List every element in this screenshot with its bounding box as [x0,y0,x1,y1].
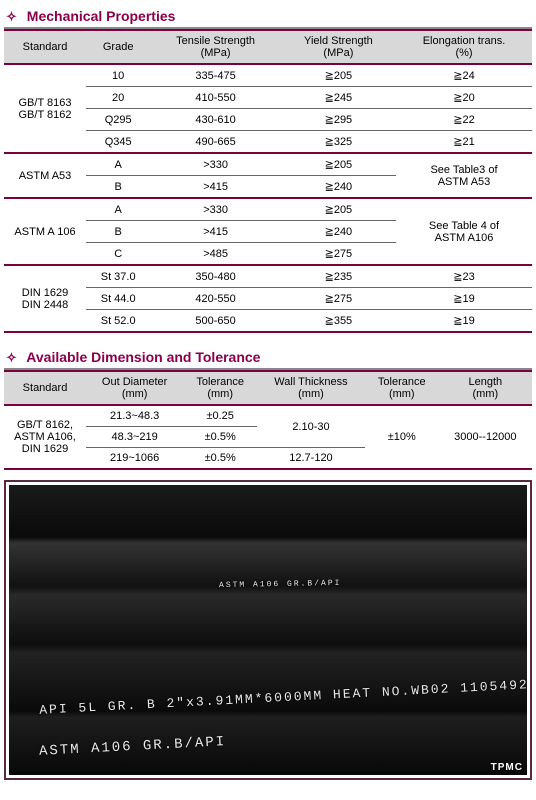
table-row: DIN 1629DIN 2448St 37.0350-480≧235≧23 [4,265,532,288]
cell-grade: Q295 [86,109,150,131]
cell-elongation: ≧22 [396,109,532,131]
col-standard: Standard [4,371,86,405]
cell-yield: ≧205 [281,153,396,176]
cell-grade: C [86,243,150,266]
cell-tensile: >415 [150,221,280,243]
section-title-text: Available Dimension and Tolerance [26,349,260,365]
cell-grade: Q345 [86,131,150,154]
cell-tensile: >415 [150,176,280,199]
cell-tensile: 350-480 [150,265,280,288]
cell-tensile: >485 [150,243,280,266]
cell-tolerance-od: ±0.5% [183,427,257,448]
cell-tensile: 500-650 [150,310,280,333]
pipe-marking-text: ASTM A106 GR.B/API [39,734,227,760]
cell-elongation: See Table3 ofASTM A53 [396,153,532,198]
cell-standard: GB/T 8163GB/T 8162 [4,64,86,153]
dimension-tolerance-table: Standard Out Diameter(mm) Tolerance(mm) … [4,370,532,470]
cell-tensile: >330 [150,153,280,176]
cell-grade: A [86,153,150,176]
cell-wall-thickness: 12.7-120 [257,448,365,470]
section-title-text: Mechanical Properties [27,8,176,24]
cell-tensile: 410-550 [150,87,280,109]
cell-yield: ≧275 [281,288,396,310]
cell-tolerance-od: ±0.25 [183,405,257,427]
cell-yield: ≧355 [281,310,396,333]
cell-tensile: 430-610 [150,109,280,131]
cell-yield: ≧295 [281,109,396,131]
cell-yield: ≧205 [281,64,396,87]
col-tensile: Tensile Strength(MPa) [150,30,280,64]
mechanical-properties-table: Standard Grade Tensile Strength(MPa) Yie… [4,29,532,333]
col-wall-thickness: Wall Thickness(mm) [257,371,365,405]
section-title-dimension: ✧ Available Dimension and Tolerance [4,345,532,370]
cell-tolerance-od: ±0.5% [183,448,257,470]
col-tolerance-od: Tolerance(mm) [183,371,257,405]
cell-yield: ≧245 [281,87,396,109]
diamond-icon: ✧ [6,9,17,25]
photo-watermark: TPMC [491,762,523,773]
cell-standard: ASTM A53 [4,153,86,198]
col-standard: Standard [4,30,86,64]
cell-grade: St 37.0 [86,265,150,288]
cell-grade: A [86,198,150,221]
table-row: GB/T 8162,ASTM A106,DIN 162921.3~48.3±0.… [4,405,532,427]
cell-grade: B [86,221,150,243]
section-title-mechanical: ✧ Mechanical Properties [4,4,532,29]
table-row: ASTM A 106A>330≧205See Table 4 ofASTM A1… [4,198,532,221]
product-photo: TPMC ASTM A106 GR.B/API API 5L GR. B 2"x3… [9,485,527,775]
product-photo-frame: TPMC ASTM A106 GR.B/API API 5L GR. B 2"x3… [4,480,532,780]
pipe-marking-text: ASTM A106 GR.B/API [219,579,342,590]
col-length: Length(mm) [439,371,532,405]
cell-yield: ≧275 [281,243,396,266]
col-out-diameter: Out Diameter(mm) [86,371,183,405]
cell-grade: B [86,176,150,199]
cell-yield: ≧240 [281,221,396,243]
cell-elongation: ≧19 [396,288,532,310]
cell-grade: St 52.0 [86,310,150,333]
cell-yield: ≧325 [281,131,396,154]
cell-tensile: 420-550 [150,288,280,310]
cell-tensile: >330 [150,198,280,221]
cell-length: 3000--12000 [439,405,532,469]
cell-elongation: ≧23 [396,265,532,288]
col-tolerance-wt: Tolerance(mm) [365,371,439,405]
cell-yield: ≧235 [281,265,396,288]
cell-elongation: ≧19 [396,310,532,333]
cell-elongation: ≧24 [396,64,532,87]
cell-grade: St 44.0 [86,288,150,310]
col-yield: Yield Strength(MPa) [281,30,396,64]
table-row: GB/T 8163GB/T 816210335-475≧205≧24 [4,64,532,87]
cell-out-diameter: 48.3~219 [86,427,183,448]
table-row: ASTM A53A>330≧205See Table3 ofASTM A53 [4,153,532,176]
cell-tolerance-wt: ±10% [365,405,439,469]
cell-wall-thickness: 2.10-30 [257,405,365,448]
cell-elongation: ≧21 [396,131,532,154]
cell-out-diameter: 219~1066 [86,448,183,470]
cell-tensile: 490-665 [150,131,280,154]
cell-grade: 20 [86,87,150,109]
pipe-marking-text: API 5L GR. B 2"x3.91MM*6000MM HEAT NO.WB… [39,677,527,718]
cell-tensile: 335-475 [150,64,280,87]
col-grade: Grade [86,30,150,64]
col-elongation: Elongation trans.(%) [396,30,532,64]
cell-standard: DIN 1629DIN 2448 [4,265,86,332]
cell-standard: GB/T 8162,ASTM A106,DIN 1629 [4,405,86,469]
diamond-icon: ✧ [6,350,17,366]
cell-standard: ASTM A 106 [4,198,86,265]
cell-elongation: See Table 4 ofASTM A106 [396,198,532,265]
cell-elongation: ≧20 [396,87,532,109]
cell-out-diameter: 21.3~48.3 [86,405,183,427]
cell-grade: 10 [86,64,150,87]
cell-yield: ≧240 [281,176,396,199]
cell-yield: ≧205 [281,198,396,221]
